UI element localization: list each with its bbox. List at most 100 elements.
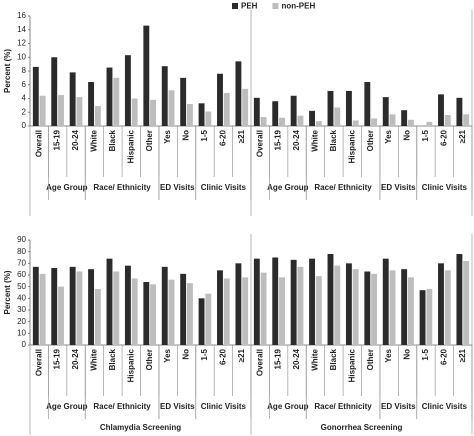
x-tick-label: 15-19 bbox=[274, 348, 283, 369]
bar bbox=[407, 277, 414, 345]
bar bbox=[223, 93, 230, 126]
bar bbox=[131, 98, 138, 126]
y-tick-label: 80 bbox=[17, 247, 26, 256]
bar bbox=[290, 259, 297, 345]
bar bbox=[426, 121, 433, 126]
x-tick-label: Hispanic bbox=[347, 348, 356, 382]
x-tick-label: ≥21 bbox=[458, 348, 467, 362]
group-label: Age Group bbox=[46, 183, 87, 192]
group-label: ED Visits bbox=[160, 183, 195, 192]
bar bbox=[186, 283, 193, 345]
legend-swatch bbox=[232, 3, 238, 9]
group-label: Age Group bbox=[267, 402, 308, 411]
y-tick-label: 10 bbox=[17, 328, 26, 337]
y-tick-label: 0 bbox=[22, 121, 27, 130]
x-tick-label: White bbox=[90, 129, 99, 151]
bar bbox=[106, 67, 113, 126]
bar bbox=[382, 97, 389, 126]
bar bbox=[419, 290, 426, 345]
x-tick-label: 6-20 bbox=[439, 129, 448, 146]
y-tick-label: 60 bbox=[17, 270, 26, 279]
bar bbox=[456, 97, 463, 126]
x-tick-label: No bbox=[403, 130, 412, 141]
bar bbox=[352, 120, 359, 126]
bar bbox=[143, 25, 150, 126]
bar bbox=[279, 277, 285, 345]
x-tick-label: 20-24 bbox=[71, 129, 80, 150]
x-tick-label: Black bbox=[108, 348, 117, 370]
bar bbox=[217, 73, 223, 126]
x-tick-label: 20-24 bbox=[71, 348, 80, 369]
x-tick-label: Overall bbox=[255, 349, 264, 376]
bar bbox=[352, 269, 359, 345]
bar bbox=[235, 61, 242, 126]
group-label: Clinic Visits bbox=[201, 402, 247, 411]
bar bbox=[371, 118, 378, 126]
y-tick-label: 8 bbox=[22, 66, 27, 75]
x-tick-label: ≥21 bbox=[237, 348, 246, 362]
x-tick-label: 20-24 bbox=[292, 348, 301, 369]
bar bbox=[180, 273, 187, 345]
x-tick-label: Yes bbox=[163, 129, 172, 143]
bar bbox=[168, 279, 175, 345]
x-tick-label: 6-20 bbox=[218, 129, 227, 146]
x-tick-label: Overall bbox=[255, 130, 264, 157]
x-tick-label: 6-20 bbox=[218, 348, 227, 365]
bar bbox=[143, 282, 150, 345]
bar bbox=[272, 257, 279, 345]
x-tick-label: ≥21 bbox=[458, 129, 467, 143]
bar bbox=[94, 106, 101, 126]
bar bbox=[94, 289, 101, 345]
bar bbox=[242, 277, 249, 345]
y-tick-label: 16 bbox=[17, 11, 26, 20]
x-tick-label: No bbox=[403, 349, 412, 360]
x-tick-label: No bbox=[182, 349, 191, 360]
x-tick-label: No bbox=[182, 130, 191, 141]
group-label: ED Visits bbox=[160, 402, 195, 411]
bar bbox=[124, 55, 131, 126]
y-tick-label: 2 bbox=[22, 107, 27, 116]
bar bbox=[242, 88, 249, 126]
bar bbox=[223, 278, 230, 345]
x-tick-label: Other bbox=[366, 349, 375, 370]
bar bbox=[161, 66, 168, 126]
x-tick-label: 6-20 bbox=[439, 348, 448, 365]
bar bbox=[438, 94, 444, 126]
x-tick-label: Hispanic bbox=[347, 129, 356, 163]
bar bbox=[106, 258, 113, 345]
bar bbox=[150, 284, 157, 345]
x-tick-label: Black bbox=[329, 348, 338, 370]
bar bbox=[217, 270, 223, 345]
y-tick-label: 6 bbox=[22, 80, 27, 89]
x-tick-label: Hispanic bbox=[126, 129, 135, 163]
bar bbox=[364, 82, 371, 126]
bar bbox=[444, 270, 451, 345]
bar bbox=[253, 97, 260, 126]
bar bbox=[297, 266, 304, 345]
x-tick-label: Black bbox=[108, 129, 117, 151]
section-label: Chlamydia Screening bbox=[100, 423, 181, 432]
bar bbox=[401, 269, 408, 345]
group-label: Race/ Ethnicity bbox=[314, 183, 372, 192]
y-axis-label: Percent (%) bbox=[3, 270, 12, 314]
bar bbox=[382, 258, 389, 345]
bar bbox=[334, 265, 341, 345]
x-tick-label: 15-19 bbox=[53, 348, 62, 369]
bar bbox=[345, 90, 352, 126]
bar bbox=[456, 254, 463, 345]
x-tick-label: 20-24 bbox=[292, 129, 301, 150]
x-tick-label: Yes bbox=[384, 348, 393, 362]
group-label: ED Visits bbox=[381, 183, 416, 192]
bar bbox=[253, 258, 260, 345]
bar bbox=[389, 114, 396, 126]
y-tick-label: 30 bbox=[17, 305, 26, 314]
bar bbox=[150, 99, 157, 126]
legend-label: non-PEH bbox=[281, 2, 315, 11]
bar bbox=[168, 90, 175, 126]
y-tick-label: 4 bbox=[22, 94, 27, 103]
x-tick-label: Overall bbox=[34, 349, 43, 376]
bar bbox=[438, 263, 444, 345]
bar bbox=[345, 263, 352, 345]
bar bbox=[463, 261, 470, 345]
